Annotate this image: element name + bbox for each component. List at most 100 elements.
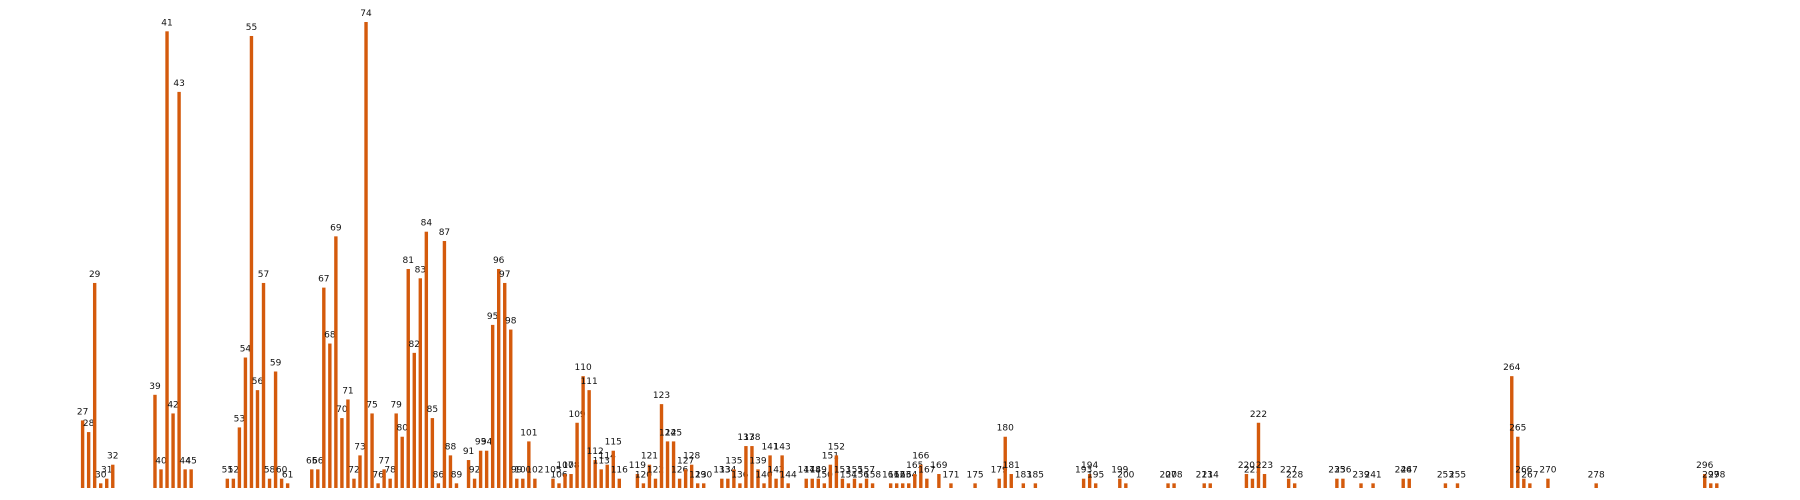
bar	[92, 282, 97, 488]
bar-label: 77	[378, 456, 389, 466]
bar	[605, 464, 609, 488]
bar-label: 74	[360, 9, 372, 19]
bar-label: 157	[858, 466, 875, 476]
bar-label: 59	[270, 359, 282, 369]
bar	[165, 31, 169, 488]
bar	[1087, 474, 1092, 488]
bar-label: 158	[864, 470, 881, 480]
bar	[973, 483, 977, 488]
bar	[99, 483, 103, 488]
bar	[430, 418, 435, 488]
bar-label: 141	[761, 442, 778, 452]
bar	[1359, 483, 1363, 488]
bar-label: 129	[689, 470, 706, 480]
bar	[846, 483, 851, 488]
bar-label: 135	[725, 456, 742, 466]
bar	[225, 478, 230, 488]
bar-label: 140	[755, 470, 772, 480]
bar-label: 56	[252, 377, 264, 387]
bar-label: 105	[544, 466, 561, 476]
bar	[907, 483, 911, 488]
bar-label: 60	[276, 466, 288, 476]
bar-label: 115	[605, 438, 622, 448]
bar	[1202, 483, 1206, 488]
bar-label: 57	[258, 270, 269, 280]
bar-label: 133	[713, 466, 730, 476]
bar-label: 148	[804, 466, 821, 476]
bar	[738, 483, 742, 488]
bar	[774, 478, 778, 488]
bar	[80, 420, 85, 488]
bar-label: 246	[1395, 466, 1412, 476]
bar	[1546, 478, 1550, 488]
bar	[1709, 483, 1713, 488]
bar	[1594, 483, 1598, 488]
bar	[472, 478, 477, 488]
bar	[1093, 483, 1098, 488]
bar-label: 123	[653, 391, 670, 401]
bar	[641, 483, 646, 488]
bar-label: 207	[1159, 470, 1176, 480]
bar-label: 208	[1165, 470, 1182, 480]
bar-label: 127	[677, 456, 694, 466]
bar-label: 45	[185, 456, 196, 466]
bar	[816, 478, 820, 488]
bar-label: 278	[1588, 470, 1605, 480]
bar-label: 222	[1250, 410, 1267, 420]
bar	[1286, 478, 1291, 488]
bar	[1244, 474, 1249, 488]
bar-label: 112	[587, 447, 604, 457]
bar	[919, 464, 923, 488]
bar-label: 227	[1280, 466, 1297, 476]
bar	[334, 236, 338, 488]
bar	[1715, 483, 1719, 488]
bar	[563, 474, 567, 488]
bar-label: 267	[1521, 470, 1538, 480]
bar-label: 255	[1449, 470, 1466, 480]
bar	[840, 478, 845, 488]
bar-label: 100	[514, 466, 531, 476]
bar-label: 41	[161, 18, 172, 28]
bar	[575, 422, 579, 488]
bar-label: 266	[1515, 466, 1532, 476]
bar-label: 111	[581, 377, 598, 387]
bar	[744, 446, 748, 488]
bar-label: 185	[1027, 470, 1044, 480]
bar	[822, 483, 827, 488]
bar	[1528, 483, 1532, 488]
bar-label: 137	[737, 433, 754, 443]
bar-label: 54	[240, 345, 252, 355]
bar-label: 126	[671, 466, 688, 476]
bar-label: 39	[149, 382, 161, 392]
bar	[1516, 436, 1520, 488]
bar	[913, 474, 917, 488]
bar	[858, 483, 863, 488]
bar	[436, 483, 441, 488]
bar-label: 94	[481, 438, 493, 448]
bar	[285, 483, 290, 488]
bar-label: 142	[767, 466, 784, 476]
bar	[611, 450, 615, 488]
bar	[231, 478, 236, 488]
bar-label: 27	[77, 407, 88, 417]
bar-label: 125	[665, 428, 682, 438]
bar-label: 58	[264, 466, 276, 476]
bar	[1443, 483, 1448, 488]
bar-label: 70	[336, 405, 348, 415]
bar	[894, 483, 899, 488]
bar	[503, 282, 507, 488]
bar-label: 65	[306, 456, 317, 466]
bar-label: 167	[918, 466, 935, 476]
bar-label: 53	[234, 414, 245, 424]
bar-label: 43	[173, 79, 184, 89]
bar	[382, 469, 386, 488]
bar-label: 136	[731, 470, 748, 480]
bar	[726, 478, 730, 488]
bar	[683, 469, 688, 488]
bar	[358, 455, 362, 488]
bar-label: 108	[562, 461, 579, 471]
bar-label: 122	[647, 466, 664, 476]
bar-label: 162	[888, 470, 905, 480]
bar	[557, 483, 561, 488]
bar-label: 79	[390, 400, 402, 410]
